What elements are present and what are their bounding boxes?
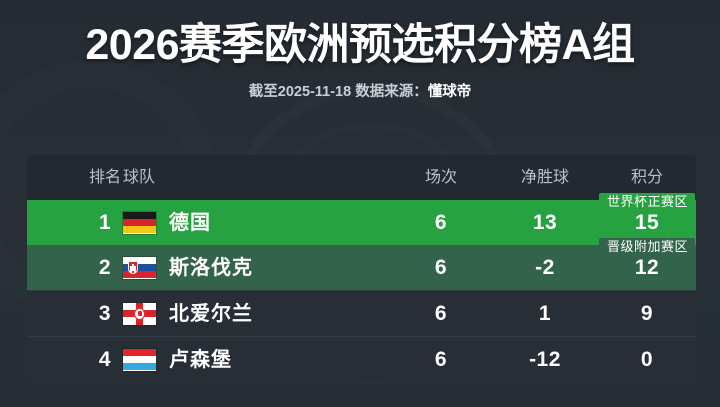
cell-goal-diff: 1 [538,302,552,325]
cell-goal-diff: -12 [529,348,561,371]
cell-goal-diff: 13 [532,211,558,234]
column-header-points: 积分 [630,169,663,186]
cell-rank: 1 [98,211,112,234]
table-row[interactable]: 3 北爱尔兰 6 1 9 [27,290,696,336]
page-header: 2026赛季欧洲预选积分榜A组 截至2025-11-18 数据来源：懂球帝 [0,0,720,101]
table-header-row: 排名 球队 场次 净胜球 积分 [27,155,696,200]
column-header-goal-diff: 净胜球 [520,169,569,186]
cell-rank: 3 [98,302,112,325]
points-value: 15 [634,211,660,234]
cell-team: 斯洛伐克 [123,254,413,281]
cell-points: 世界杯正赛区 15 [598,193,695,235]
standings-table: 排名 球队 场次 净胜球 积分 1 德国 6 13 世界杯正赛区 15 2 [27,155,696,382]
cell-played: 6 [434,211,448,234]
cell-team: 北爱尔兰 [123,300,413,327]
northern-ireland-flag-icon [123,302,156,325]
team-name: 德国 [169,211,211,234]
page-subtitle: 截至2025-11-18 数据来源：懂球帝 [0,83,720,101]
column-header-rank: 排名 [88,169,121,186]
cell-points: 晋级附加赛区 12 [598,238,695,280]
cell-rank: 4 [98,348,112,371]
column-header-played: 场次 [424,169,457,186]
cell-team: 德国 [123,209,413,236]
points-value: 12 [634,256,660,279]
cell-played: 6 [434,302,448,325]
cell-points: 9 [640,302,654,325]
cell-rank: 2 [98,256,112,279]
team-name: 斯洛伐克 [169,256,253,279]
page-title: 2026赛季欧洲预选积分榜A组 [85,21,635,69]
zone-badge-world-cup: 世界杯正赛区 [598,193,695,210]
germany-flag-icon [123,211,156,234]
table-row[interactable]: 4 卢森堡 6 -12 0 [27,336,696,382]
zone-badge-playoff: 晋级附加赛区 [598,238,695,255]
cell-played: 6 [434,348,448,371]
subtitle-date-text: 截至2025-11-18 数据来源： [248,84,428,100]
cell-goal-diff: -2 [535,256,555,279]
table-body: 1 德国 6 13 世界杯正赛区 15 2 斯洛伐克 [27,193,696,382]
team-name: 北爱尔兰 [169,302,253,325]
table-row[interactable]: 1 德国 6 13 世界杯正赛区 15 [27,193,696,245]
cell-team: 卢森堡 [123,346,413,373]
slovakia-flag-icon [123,256,156,279]
cell-points: 0 [640,348,654,371]
team-name: 卢森堡 [169,348,232,371]
cell-played: 6 [434,256,448,279]
column-header-team: 球队 [123,169,156,186]
data-source-name: 懂球帝 [427,84,472,100]
table-row[interactable]: 2 斯洛伐克 6 -2 晋级附加赛区 12 [27,238,696,290]
luxembourg-flag-icon [123,348,156,371]
